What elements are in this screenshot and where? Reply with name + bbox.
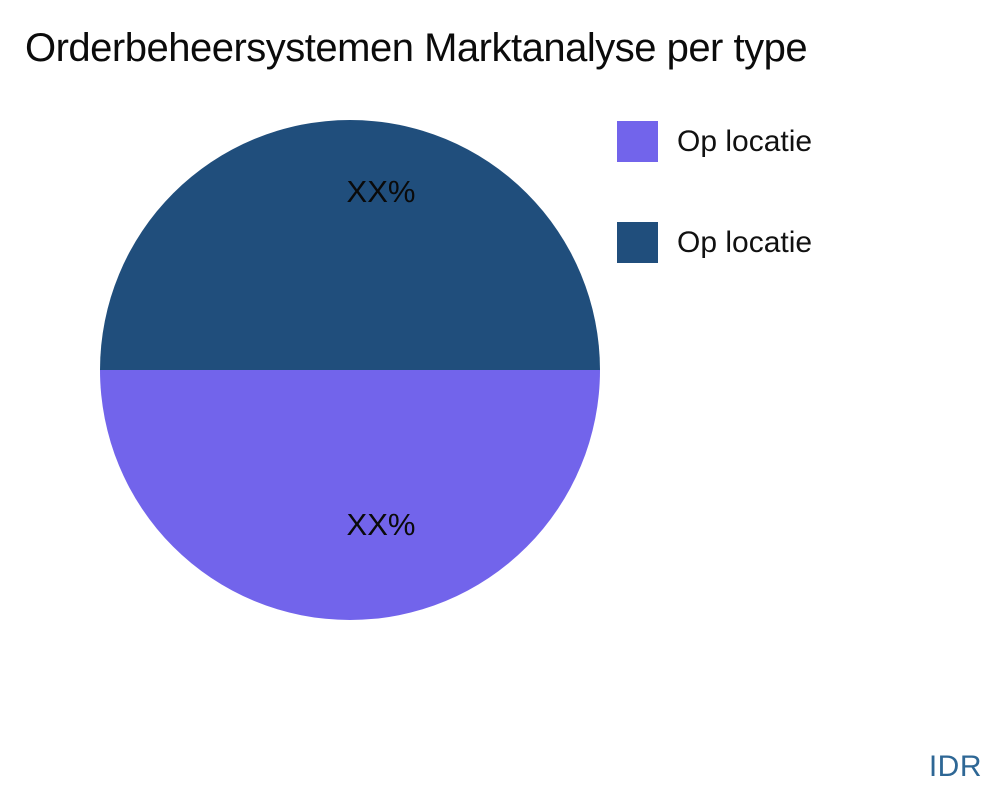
- legend: Op locatie Op locatie: [617, 121, 812, 323]
- chart-title: Orderbeheersystemen Marktanalyse per typ…: [25, 26, 808, 70]
- slice-value-label-bottom: XX%: [346, 507, 416, 542]
- legend-label: Op locatie: [677, 124, 813, 158]
- pie-chart: XX% XX%: [100, 120, 600, 620]
- legend-label: Op locatie: [677, 225, 813, 259]
- legend-swatch-purple: [617, 121, 658, 162]
- watermark-idr: IDR: [928, 750, 982, 783]
- slice-value-label-top: XX%: [346, 174, 416, 209]
- legend-item: Op locatie: [617, 121, 812, 162]
- legend-item: Op locatie: [617, 222, 812, 263]
- legend-swatch-darkblue: [617, 222, 658, 263]
